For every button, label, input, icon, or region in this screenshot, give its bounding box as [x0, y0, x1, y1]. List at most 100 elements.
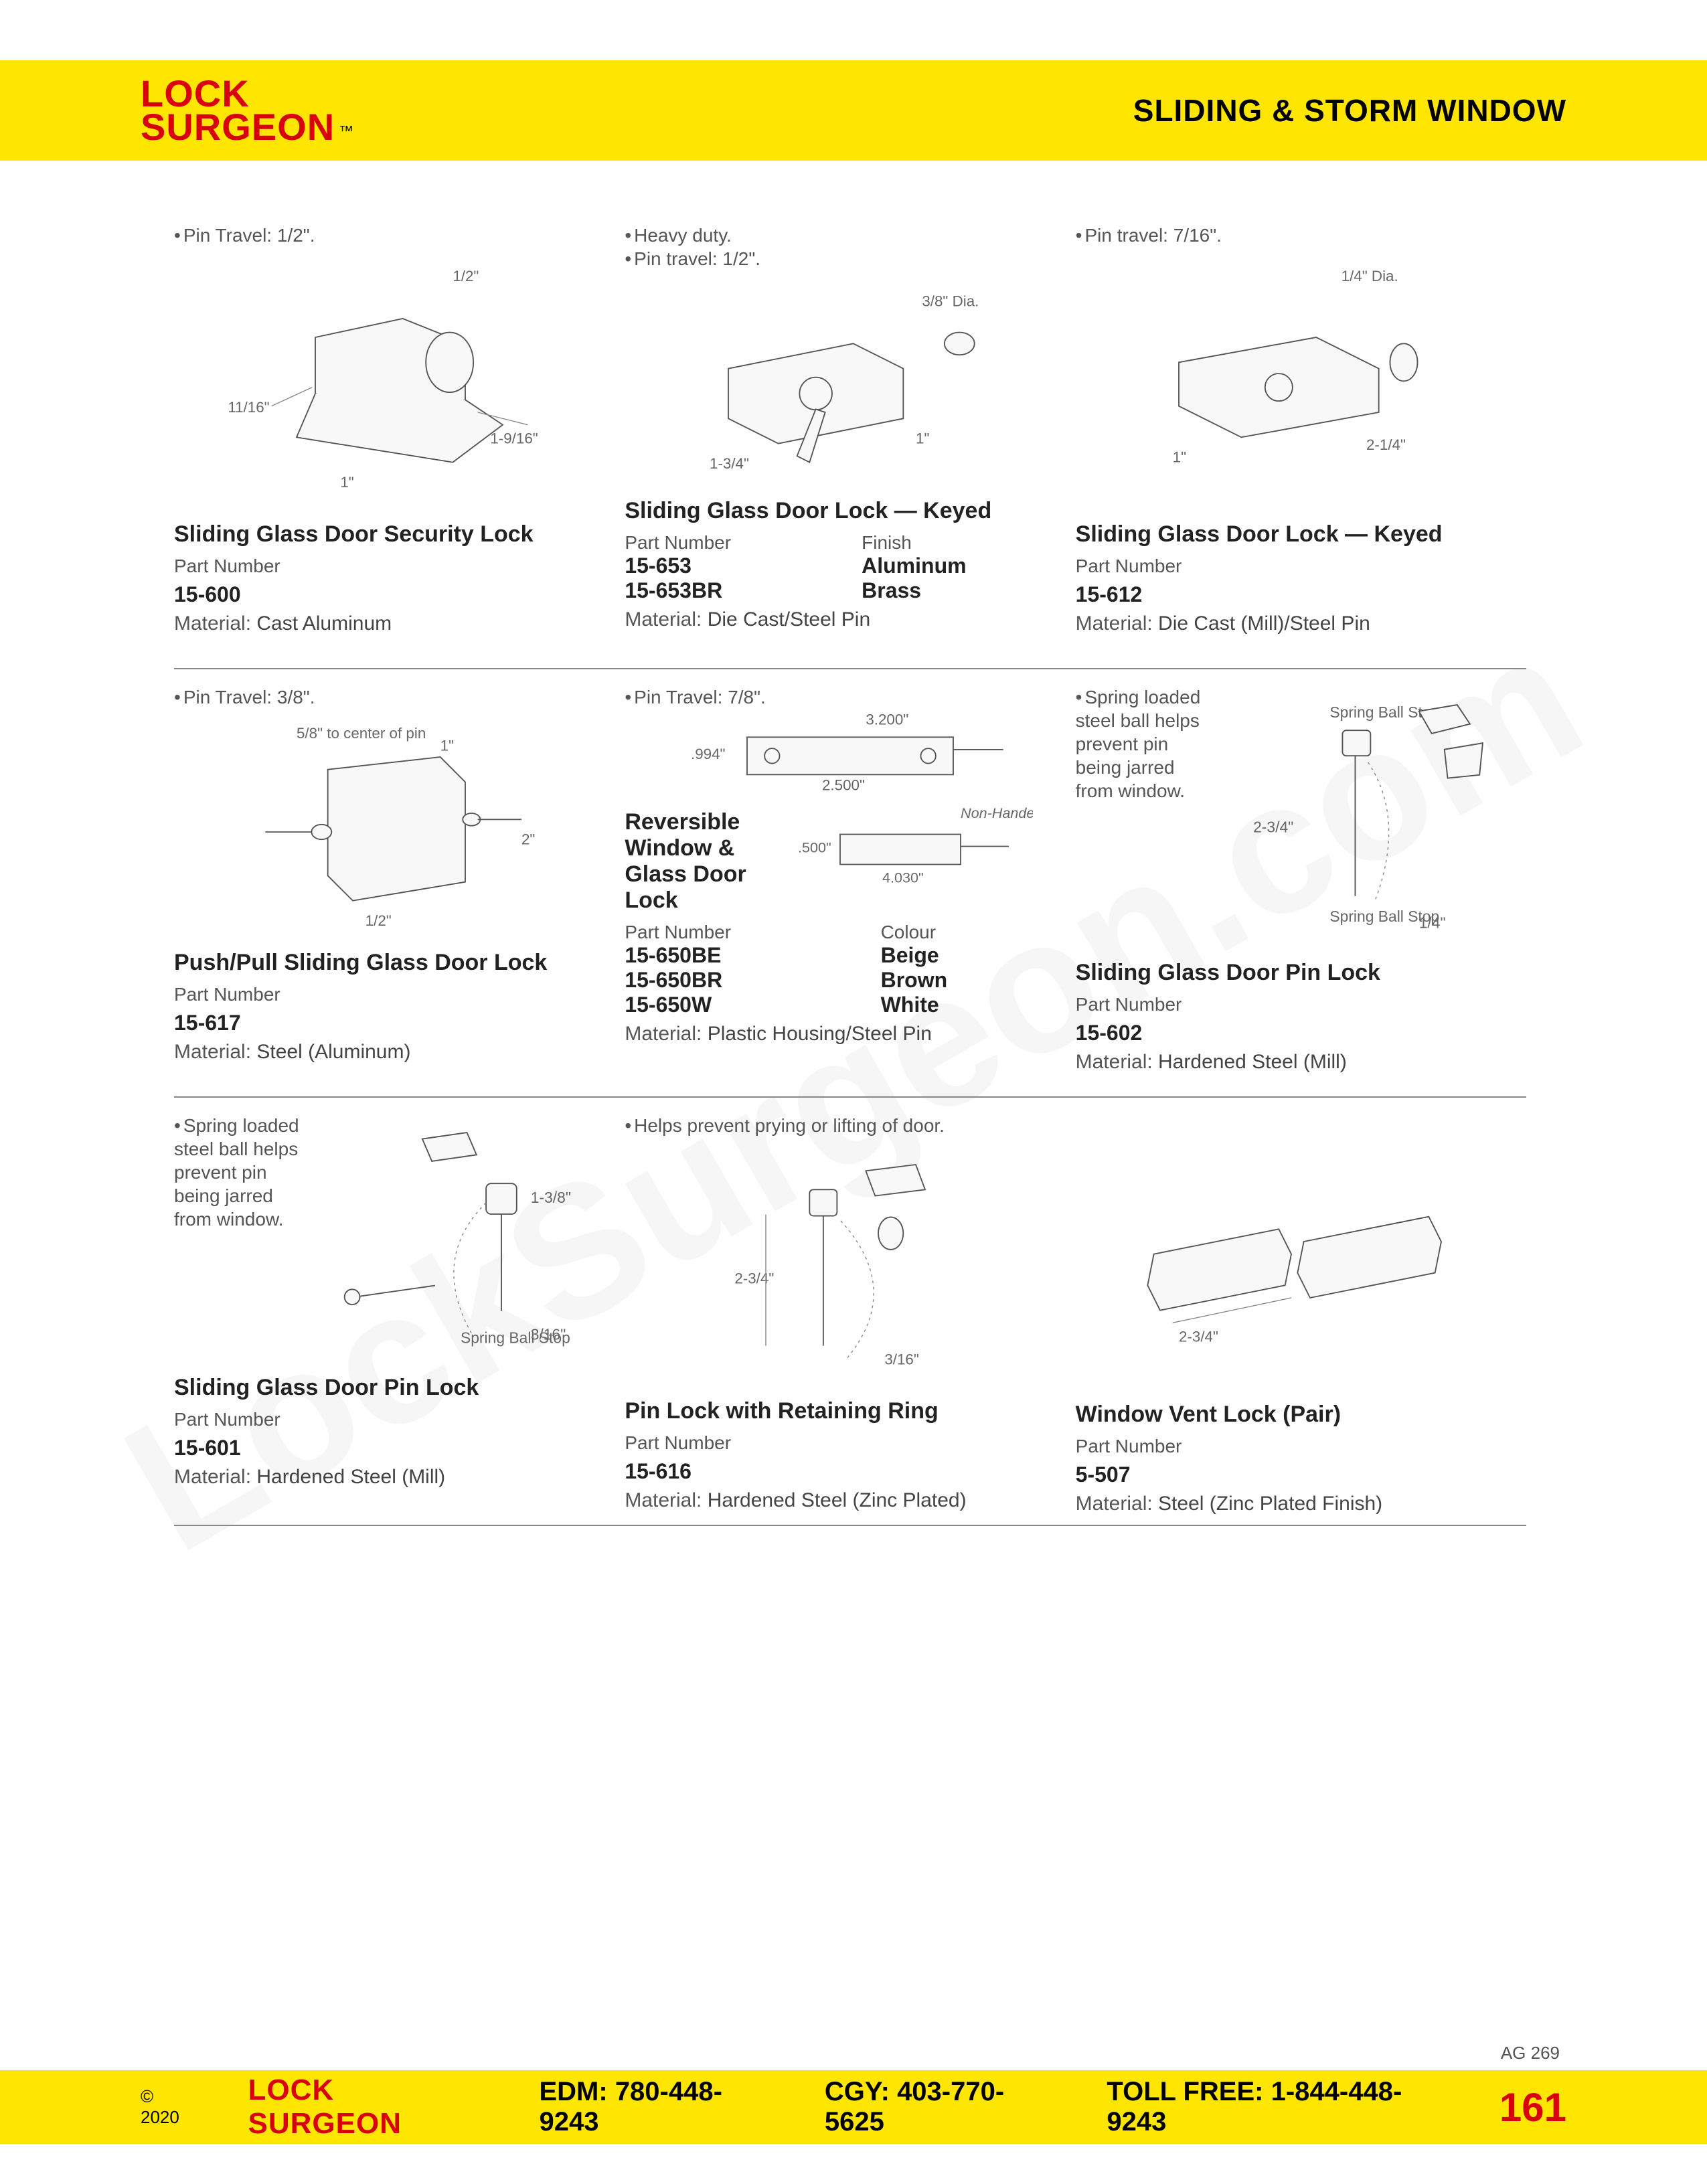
product-diagram: 1/4" Dia. 1" 2-1/4" [1076, 247, 1508, 515]
product-diagram: 1/2" 11/16" 1-9/16" 1" [174, 247, 606, 515]
product-title: Sliding Glass Door Lock — Keyed [625, 498, 1056, 524]
svg-text:1-9/16": 1-9/16" [490, 430, 538, 446]
part-number: 15-601 [174, 1436, 606, 1460]
copyright: © 2020 [141, 2086, 195, 2128]
doc-code: AG 269 [1501, 2043, 1560, 2064]
footer-cgy: CGY: 403-770-5625 [825, 2077, 1053, 2137]
svg-text:.994": .994" [691, 746, 726, 762]
material: Material: Plastic Housing/Steel Pin [625, 1023, 1056, 1045]
svg-text:Non-Handed: Non-Handed [961, 807, 1033, 821]
svg-text:5/8" to center of pin: 5/8" to center of pin [297, 725, 426, 742]
part-number-label: Part Number [1076, 994, 1508, 1015]
product-notes: Pin Travel: 3/8". [174, 685, 606, 709]
part-number-label: Part Number [1076, 1436, 1508, 1457]
product-cell: Helps prevent prying or lifting of door.… [625, 1098, 1075, 1526]
product-cell: 2-3/4" Window Vent Lock (Pair) Part Numb… [1076, 1098, 1526, 1526]
part-number-label: Part Number [174, 1409, 606, 1430]
product-cell: Heavy duty. Pin travel: 1/2". 3/8" Dia. … [625, 207, 1075, 669]
svg-text:2": 2" [521, 831, 535, 848]
product-title: Sliding Glass Door Lock — Keyed [1076, 521, 1508, 548]
svg-text:1": 1" [340, 474, 353, 491]
svg-text:3.200": 3.200" [866, 712, 908, 728]
svg-text:1": 1" [1173, 448, 1186, 465]
svg-text:1/2": 1/2" [453, 268, 479, 284]
material: Material: Hardened Steel (Zinc Plated) [625, 1489, 1056, 1512]
material: Material: Hardened Steel (Mill) [1076, 1051, 1508, 1074]
product-title: Sliding Glass Door Pin Lock [1076, 960, 1508, 986]
material: Material: Die Cast (Mill)/Steel Pin [1076, 612, 1508, 635]
footer-bar: © 2020 LOCK SURGEON EDM: 780-448-9243 CG… [0, 2070, 1707, 2144]
header-bar: LOCK SURGEON™ SLIDING & STORM WINDOW [0, 60, 1707, 161]
footer-edm: EDM: 780-448-9243 [539, 2077, 770, 2137]
product-cell: Pin Travel: 7/8". 3.200" .994" 2.500" Re… [625, 669, 1075, 1098]
part-number: 15-602 [1076, 1021, 1508, 1045]
svg-text:1-3/4": 1-3/4" [710, 455, 749, 472]
svg-text:3/16": 3/16" [884, 1351, 919, 1367]
product-notes: Pin Travel: 1/2". [174, 224, 606, 247]
part-number: 5-507 [1076, 1462, 1508, 1487]
product-title: Window Vent Lock (Pair) [1076, 1402, 1508, 1428]
content-grid: Pin Travel: 1/2". 1/2" 11/16" 1-9/16" 1" [174, 207, 1526, 1526]
part-number: 15-616 [625, 1459, 1056, 1484]
product-diagram: 2-3/4" 3/16" [625, 1137, 1056, 1392]
product-title: Sliding Glass Door Pin Lock [174, 1375, 606, 1401]
part-number-label: Part Number [174, 984, 606, 1005]
svg-text:1/4": 1/4" [1419, 914, 1446, 931]
product-title: Reversible Window & Glass Door Lock [625, 809, 758, 914]
svg-text:1/2": 1/2" [365, 912, 391, 929]
product-diagram: 1-3/8" Spring Ball Stop 3/16" [315, 1114, 606, 1368]
brand-logo: LOCK SURGEON™ [141, 77, 353, 145]
svg-text:11/16": 11/16" [228, 399, 269, 416]
part-number-label: Part Number [1076, 556, 1508, 577]
part-number: 15-612 [1076, 582, 1508, 607]
product-notes: Pin travel: 7/16". [1076, 224, 1508, 247]
svg-text:.500": .500" [798, 839, 831, 856]
footer-tollfree: TOLL FREE: 1-844-448-9243 [1107, 2077, 1445, 2137]
logo-trademark: ™ [339, 122, 353, 139]
product-title: Sliding Glass Door Security Lock [174, 521, 606, 548]
product-diagram: Spring Ball Stop 2-3/4" Spring Ball Stop… [1216, 685, 1508, 953]
part-number-label: Part Number [174, 556, 606, 577]
svg-text:2-3/4": 2-3/4" [1179, 1329, 1218, 1345]
product-cell: Spring loaded steel ball helps prevent p… [174, 1098, 625, 1526]
product-diagram: 3.200" .994" 2.500" [625, 709, 1056, 803]
material: Material: Steel (Zinc Plated Finish) [1076, 1493, 1508, 1515]
product-cell: Spring loaded steel ball helps prevent p… [1076, 669, 1526, 1098]
svg-text:2-3/4": 2-3/4" [1253, 818, 1293, 835]
part-number-label: Part Number [625, 1432, 1056, 1454]
product-diagram-side: Non-Handed .500" 4.030" [768, 803, 1056, 896]
product-notes: Pin Travel: 7/8". [625, 685, 1056, 709]
svg-text:3/8" Dia.: 3/8" Dia. [922, 292, 979, 309]
svg-text:1-3/8": 1-3/8" [530, 1189, 570, 1206]
material: Material: Cast Aluminum [174, 612, 606, 635]
product-cell: Pin travel: 7/16". 1/4" Dia. 1" 2-1/4" S… [1076, 207, 1526, 669]
product-diagram: 3/8" Dia. 1-3/4" 1" [625, 270, 1056, 491]
svg-text:2-3/4": 2-3/4" [734, 1270, 774, 1286]
section-title: SLIDING & STORM WINDOW [1133, 92, 1566, 129]
product-cell: Pin Travel: 3/8". 5/8" to center of pin … [174, 669, 625, 1098]
variant-table: Part Number Colour 15-650BEBeige 15-650B… [625, 922, 1056, 1017]
svg-text:3/16": 3/16" [530, 1326, 566, 1343]
page-number: 161 [1499, 2084, 1566, 2130]
catalog-page: LockSurgeon.com LOCK SURGEON™ SLIDING & … [0, 0, 1707, 2184]
svg-text:1": 1" [916, 430, 929, 446]
footer-brand: LOCK SURGEON [248, 2074, 486, 2140]
product-notes: Helps prevent prying or lifting of door. [625, 1114, 1056, 1137]
material: Material: Die Cast/Steel Pin [625, 608, 1056, 631]
product-diagram: 2-3/4" [1076, 1114, 1508, 1395]
product-notes: Spring loaded steel ball helps prevent p… [1076, 685, 1210, 953]
material: Material: Steel (Aluminum) [174, 1041, 606, 1064]
product-notes: Spring loaded steel ball helps prevent p… [174, 1114, 308, 1368]
svg-text:1/4" Dia.: 1/4" Dia. [1342, 268, 1398, 284]
svg-text:2.500": 2.500" [822, 776, 865, 793]
product-cell: Pin Travel: 1/2". 1/2" 11/16" 1-9/16" 1" [174, 207, 625, 669]
product-title: Pin Lock with Retaining Ring [625, 1398, 1056, 1424]
product-notes: Heavy duty. Pin travel: 1/2". [625, 224, 1056, 270]
logo-line2: SURGEON [141, 106, 335, 148]
part-number: 15-617 [174, 1011, 606, 1035]
svg-text:1": 1" [440, 738, 453, 754]
product-title: Push/Pull Sliding Glass Door Lock [174, 950, 606, 976]
material: Material: Hardened Steel (Mill) [174, 1466, 606, 1489]
svg-text:2-1/4": 2-1/4" [1366, 436, 1406, 453]
product-diagram: 5/8" to center of pin 1" 2" 1/2" [174, 709, 606, 943]
